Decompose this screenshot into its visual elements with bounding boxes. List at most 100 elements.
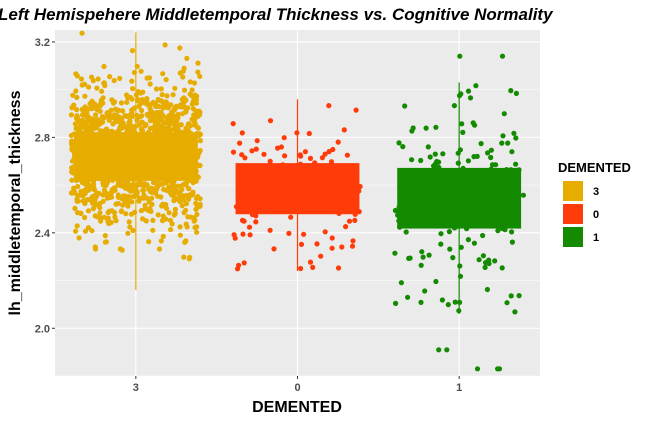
jitter-point xyxy=(434,158,440,165)
jitter-point xyxy=(145,113,151,119)
jitter-point xyxy=(392,250,398,256)
jitter-point xyxy=(309,195,315,201)
x-tick-label: 1 xyxy=(456,382,462,394)
jitter-point xyxy=(171,125,177,131)
jitter-point xyxy=(271,246,277,252)
jitter-point xyxy=(253,146,259,152)
jitter-point xyxy=(512,220,518,226)
y-tick-label: 3.2 xyxy=(35,37,50,49)
jitter-point xyxy=(432,213,438,219)
jitter-point xyxy=(82,228,89,234)
jitter-point xyxy=(125,203,131,209)
jitter-point xyxy=(148,101,154,107)
jitter-point xyxy=(177,45,183,51)
jitter-point xyxy=(140,195,146,201)
jitter-point xyxy=(138,182,144,188)
jitter-point xyxy=(237,191,243,197)
jitter-point xyxy=(451,225,458,231)
jitter-point xyxy=(481,205,488,211)
jitter-point xyxy=(139,107,145,114)
jitter-point xyxy=(194,229,200,235)
jitter-point xyxy=(133,189,139,195)
jitter-point xyxy=(86,84,92,90)
jitter-point xyxy=(344,152,350,158)
jitter-point xyxy=(484,286,490,293)
jitter-point xyxy=(187,91,193,97)
jitter-point xyxy=(267,118,274,124)
jitter-point xyxy=(235,175,241,182)
jitter-point xyxy=(161,186,167,192)
jitter-point xyxy=(159,158,165,164)
jitter-point xyxy=(478,141,484,147)
jitter-point xyxy=(170,165,176,171)
jitter-point xyxy=(460,129,466,135)
jitter-point xyxy=(508,88,514,94)
y-tick-label: 2.8 xyxy=(35,132,50,144)
jitter-point xyxy=(112,169,118,175)
jitter-point xyxy=(114,133,120,139)
jitter-point xyxy=(134,183,140,189)
jitter-point xyxy=(166,167,172,173)
jitter-point xyxy=(298,265,304,272)
jitter-point xyxy=(326,103,332,109)
jitter-point xyxy=(86,172,92,178)
jitter-point xyxy=(102,83,108,89)
jitter-point xyxy=(425,144,431,150)
jitter-point xyxy=(76,137,82,144)
jitter-point xyxy=(123,185,129,191)
jitter-point xyxy=(78,176,84,182)
jitter-point xyxy=(507,186,513,192)
jitter-point xyxy=(107,138,113,144)
jitter-point xyxy=(243,202,250,208)
jitter-point xyxy=(169,221,175,227)
jitter-point xyxy=(446,170,452,176)
jitter-point xyxy=(197,131,203,137)
jitter-point xyxy=(438,231,444,237)
jitter-point xyxy=(490,179,496,185)
jitter-point xyxy=(180,74,186,80)
jitter-point xyxy=(356,188,362,194)
jitter-point xyxy=(120,137,126,143)
jitter-point xyxy=(433,124,439,130)
jitter-point xyxy=(93,193,100,199)
legend-key-3 xyxy=(563,181,583,201)
jitter-point xyxy=(283,187,289,193)
jitter-point xyxy=(346,218,353,224)
jitter-point xyxy=(98,218,104,224)
jitter-point xyxy=(286,230,292,236)
jitter-point xyxy=(102,233,108,239)
jitter-point xyxy=(472,189,478,195)
jitter-point xyxy=(82,152,88,158)
jitter-point xyxy=(397,197,403,203)
jitter-point xyxy=(292,178,299,184)
jitter-point xyxy=(446,229,452,235)
jitter-point xyxy=(70,170,76,176)
jitter-point xyxy=(516,191,522,197)
jitter-point xyxy=(147,106,153,112)
jitter-point xyxy=(408,213,414,219)
jitter-point xyxy=(170,92,176,98)
jitter-point xyxy=(193,206,199,212)
jitter-point xyxy=(139,170,145,176)
jitter-point xyxy=(101,169,107,175)
jitter-point xyxy=(149,172,155,178)
outlier-point xyxy=(495,366,501,372)
jitter-point xyxy=(82,104,88,110)
jitter-point xyxy=(172,153,178,159)
jitter-point xyxy=(150,227,156,233)
jitter-point xyxy=(136,195,142,201)
jitter-point xyxy=(191,80,198,86)
jitter-point xyxy=(163,77,169,83)
jitter-point xyxy=(149,195,155,201)
jitter-point xyxy=(126,120,132,126)
jitter-point xyxy=(169,109,175,115)
jitter-point xyxy=(475,171,481,177)
jitter-point xyxy=(242,155,248,161)
jitter-point xyxy=(451,103,457,109)
jitter-point xyxy=(183,238,189,244)
jitter-point xyxy=(477,175,483,181)
jitter-point xyxy=(196,109,203,115)
jitter-point xyxy=(465,183,471,189)
jitter-point xyxy=(401,208,407,214)
jitter-point xyxy=(418,262,424,268)
